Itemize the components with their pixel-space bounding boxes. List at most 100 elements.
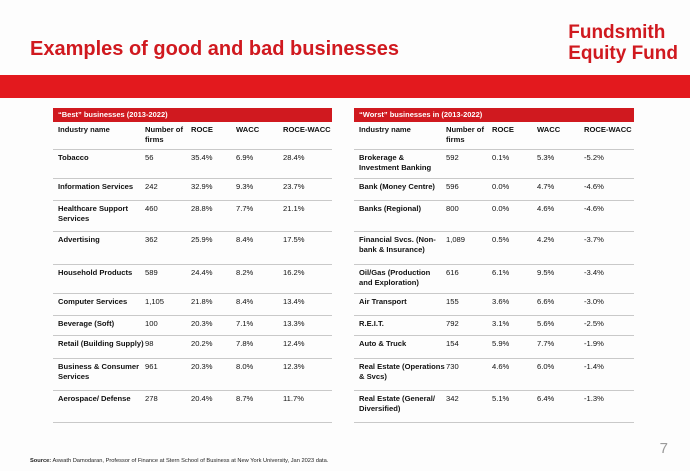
cell-number-of-firms: 154 <box>446 339 459 348</box>
cell-number-of-firms: 100 <box>145 319 158 328</box>
cell-wacc: 8.2% <box>236 268 254 277</box>
cell-wacc: 6.4% <box>537 394 555 403</box>
col-header-industry: Industry name <box>359 125 411 134</box>
source-text: Aswath Damodaran, Professor of Finance a… <box>52 458 329 464</box>
table-row: Financial Svcs. (Non-bank & Insurance) 1,… <box>354 232 634 265</box>
cell-number-of-firms: 792 <box>446 319 459 328</box>
cell-number-of-firms: 98 <box>145 339 154 348</box>
cell-number-of-firms: 242 <box>145 182 158 191</box>
cell-roce-minus-wacc: -4.6% <box>584 182 604 191</box>
table-row: Real Estate (General/ Diversified) 342 5.1… <box>354 391 634 423</box>
cell-number-of-firms: 961 <box>145 362 158 371</box>
cell-number-of-firms: 342 <box>446 394 459 403</box>
cell-roce-minus-wacc: -1.3% <box>584 394 604 403</box>
cell-industry: Healthcare Support Services <box>58 204 129 223</box>
cell-roce-minus-wacc: 21.1% <box>283 204 305 213</box>
cell-roce-minus-wacc: 12.4% <box>283 339 305 348</box>
red-band-divider <box>0 75 690 98</box>
cell-roce: 5.1% <box>492 394 510 403</box>
cell-number-of-firms: 596 <box>446 182 459 191</box>
cell-industry: Advertising <box>58 235 100 244</box>
table-row: Healthcare Support Services 460 28.8% 7.7% 2… <box>53 201 332 232</box>
cell-wacc: 4.2% <box>537 235 555 244</box>
page-number: 7 <box>659 440 668 457</box>
col-header-roce-wacc: ROCE-WACC <box>283 125 331 134</box>
cell-wacc: 5.6% <box>537 319 555 328</box>
cell-number-of-firms: 592 <box>446 153 459 162</box>
source-footnote: Source: Aswath Damodaran, Professor of F… <box>30 458 328 464</box>
cell-roce-minus-wacc: 12.3% <box>283 362 305 371</box>
cell-industry: Retail (Building Supply) <box>58 339 144 348</box>
cell-wacc: 7.1% <box>236 319 254 328</box>
cell-roce: 20.4% <box>191 394 213 403</box>
col-header-wacc: WACC <box>236 125 260 134</box>
col-header-number: Number of firms <box>145 125 183 144</box>
worst-businesses-table: “Worst” businesses in (2013-2022) Indust… <box>354 108 634 423</box>
cell-number-of-firms: 800 <box>446 204 459 213</box>
cell-roce-minus-wacc: 23.7% <box>283 182 305 191</box>
col-header-industry: Industry name <box>58 125 110 134</box>
cell-number-of-firms: 1,105 <box>145 297 165 306</box>
table-row: Air Transport 155 3.6% 6.6% -3.0% <box>354 294 634 316</box>
cell-industry: Real Estate (Operations & Svcs) <box>359 362 445 381</box>
cell-industry: Information Services <box>58 182 134 191</box>
cell-industry: Tobacco <box>58 153 89 162</box>
cell-wacc: 8.4% <box>236 297 254 306</box>
table-row: Information Services 242 32.9% 9.3% 23.7% <box>53 179 332 201</box>
cell-roce-minus-wacc: -3.4% <box>584 268 604 277</box>
table-row: Computer Services 1,105 21.8% 8.4% 13.4% <box>53 294 332 316</box>
cell-number-of-firms: 1,089 <box>446 235 466 244</box>
cell-wacc: 6.6% <box>537 297 555 306</box>
cell-roce: 25.9% <box>191 235 213 244</box>
col-header-roce-wacc: ROCE-WACC <box>584 125 632 134</box>
worst-table-title: “Worst” businesses in (2013-2022) <box>354 108 634 122</box>
cell-number-of-firms: 362 <box>145 235 158 244</box>
cell-wacc: 8.4% <box>236 235 254 244</box>
cell-roce: 3.1% <box>492 319 510 328</box>
cell-number-of-firms: 56 <box>145 153 154 162</box>
cell-roce-minus-wacc: 13.4% <box>283 297 305 306</box>
cell-roce-minus-wacc: 13.3% <box>283 319 305 328</box>
source-label: Source: <box>30 458 52 464</box>
cell-roce: 0.1% <box>492 153 510 162</box>
cell-roce: 32.9% <box>191 182 213 191</box>
cell-roce-minus-wacc: 17.5% <box>283 235 305 244</box>
brand-line-2: Equity Fund <box>568 43 678 64</box>
cell-roce: 5.9% <box>492 339 510 348</box>
cell-roce: 0.5% <box>492 235 510 244</box>
cell-number-of-firms: 278 <box>145 394 158 403</box>
cell-roce: 3.6% <box>492 297 510 306</box>
cell-roce: 0.0% <box>492 204 510 213</box>
cell-industry: Air Transport <box>359 297 407 306</box>
fundsmith-logo: Fundsmith Equity Fund <box>568 22 678 64</box>
worst-table-header-row: Industry name Number of firms ROCE WACC … <box>354 122 634 150</box>
cell-roce: 28.8% <box>191 204 213 213</box>
cell-wacc: 6.9% <box>236 153 254 162</box>
table-row: Tobacco 56 35.4% 6.9% 28.4% <box>53 150 332 179</box>
best-table-header-row: Industry name Number of firms ROCE WACC … <box>53 122 332 150</box>
cell-wacc: 7.7% <box>537 339 555 348</box>
cell-industry: Bank (Money Centre) <box>359 182 435 191</box>
cell-industry: Financial Svcs. (Non-bank & Insurance) <box>359 235 436 254</box>
cell-number-of-firms: 460 <box>145 204 158 213</box>
slide-title: Examples of good and bad businesses <box>30 38 399 60</box>
cell-industry: Banks (Regional) <box>359 204 422 213</box>
cell-wacc: 5.3% <box>537 153 555 162</box>
cell-industry: R.E.I.T. <box>359 319 384 328</box>
cell-roce: 24.4% <box>191 268 213 277</box>
cell-number-of-firms: 589 <box>145 268 158 277</box>
table-row: Advertising 362 25.9% 8.4% 17.5% <box>53 232 332 265</box>
table-row: Aerospace/ Defense 278 20.4% 8.7% 11.7% <box>53 391 332 423</box>
cell-number-of-firms: 155 <box>446 297 459 306</box>
best-table-body: Tobacco 56 35.4% 6.9% 28.4% Information Servi… <box>53 150 332 423</box>
cell-wacc: 9.5% <box>537 268 555 277</box>
cell-industry: Aerospace/ Defense <box>58 394 131 403</box>
cell-roce: 6.1% <box>492 268 510 277</box>
cell-roce: 20.3% <box>191 362 213 371</box>
cell-roce-minus-wacc: -3.7% <box>584 235 604 244</box>
cell-industry: Business & Consumer Services <box>58 362 140 381</box>
table-row: Real Estate (Operations & Svcs) 730 4.6% 6.… <box>354 359 634 391</box>
cell-wacc: 8.7% <box>236 394 254 403</box>
cell-roce-minus-wacc: -5.2% <box>584 153 604 162</box>
worst-table-body: Brokerage & Investment Banking 592 0.1% 5.3… <box>354 150 634 423</box>
